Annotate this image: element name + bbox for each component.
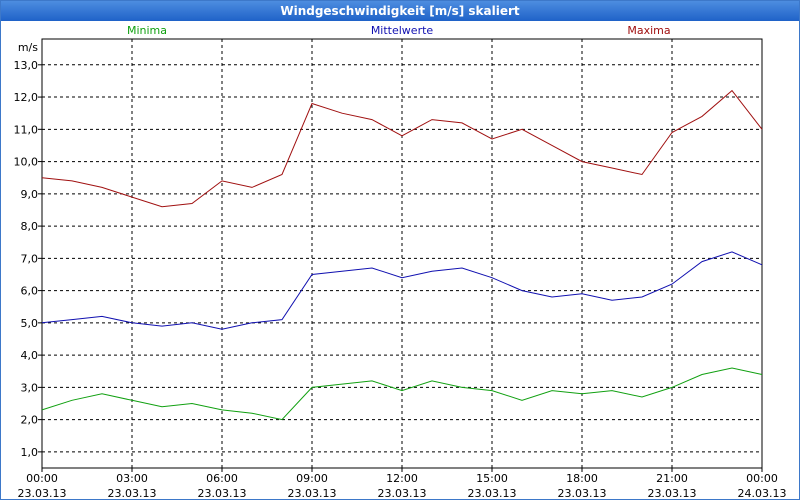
x-tick-label-date: 23.03.13 <box>468 487 517 500</box>
y-tick-label: 10,0 <box>14 156 39 169</box>
x-tick-label-time: 00:00 <box>746 472 778 485</box>
x-tick-label-date: 23.03.13 <box>18 487 67 500</box>
x-tick-label-time: 21:00 <box>656 472 688 485</box>
y-tick-label: 11,0 <box>14 123 39 136</box>
x-tick-label-date: 23.03.13 <box>288 487 337 500</box>
y-tick-label: 13,0 <box>14 59 39 72</box>
x-tick-label-date: 23.03.13 <box>378 487 427 500</box>
series-line-mittelwerte <box>41 251 763 330</box>
y-axis-label: m/s <box>18 41 38 54</box>
y-tick-label: 5,0 <box>21 317 39 330</box>
x-tick-label-date: 23.03.13 <box>558 487 607 500</box>
x-tick-label-date: 24.03.13 <box>738 487 787 500</box>
legend-entry-mittelwerte: Mittelwerte <box>371 24 434 37</box>
legend-entry-maxima: Maxima <box>627 24 670 37</box>
y-tick-label: 7,0 <box>21 252 39 265</box>
y-tick-label: 2,0 <box>21 414 39 427</box>
x-tick-label-time: 09:00 <box>296 472 328 485</box>
x-tick-label-time: 00:00 <box>26 472 58 485</box>
y-tick-label: 4,0 <box>21 349 39 362</box>
x-tick-label-time: 15:00 <box>476 472 508 485</box>
x-tick-label-date: 23.03.13 <box>198 487 247 500</box>
legend-entry-minima: Minima <box>127 24 167 37</box>
y-tick-label: 1,0 <box>21 446 39 459</box>
x-tick-label-time: 12:00 <box>386 472 418 485</box>
y-tick-label: 8,0 <box>21 220 39 233</box>
window-title: Windgeschwindigkeit [m/s] skaliert <box>1 1 799 21</box>
x-tick-label-time: 03:00 <box>116 472 148 485</box>
line-chart: 1,0 2,0 3,0 4,0 5,0 6,0 7,0 8,0 9,0 10,0 11,0 12,0 1… <box>14 24 787 500</box>
series-line-minima <box>41 367 763 421</box>
y-tick-label: 12,0 <box>14 91 39 104</box>
x-tick-label-time: 18:00 <box>566 472 598 485</box>
y-tick-label: 3,0 <box>21 381 39 394</box>
y-tick-label: 6,0 <box>21 285 39 298</box>
x-tick-label-date: 23.03.13 <box>108 487 157 500</box>
series-line-maxima <box>41 89 763 208</box>
x-tick-label-date: 23.03.13 <box>648 487 697 500</box>
y-tick-label: 9,0 <box>21 188 39 201</box>
x-tick-label-time: 06:00 <box>206 472 238 485</box>
